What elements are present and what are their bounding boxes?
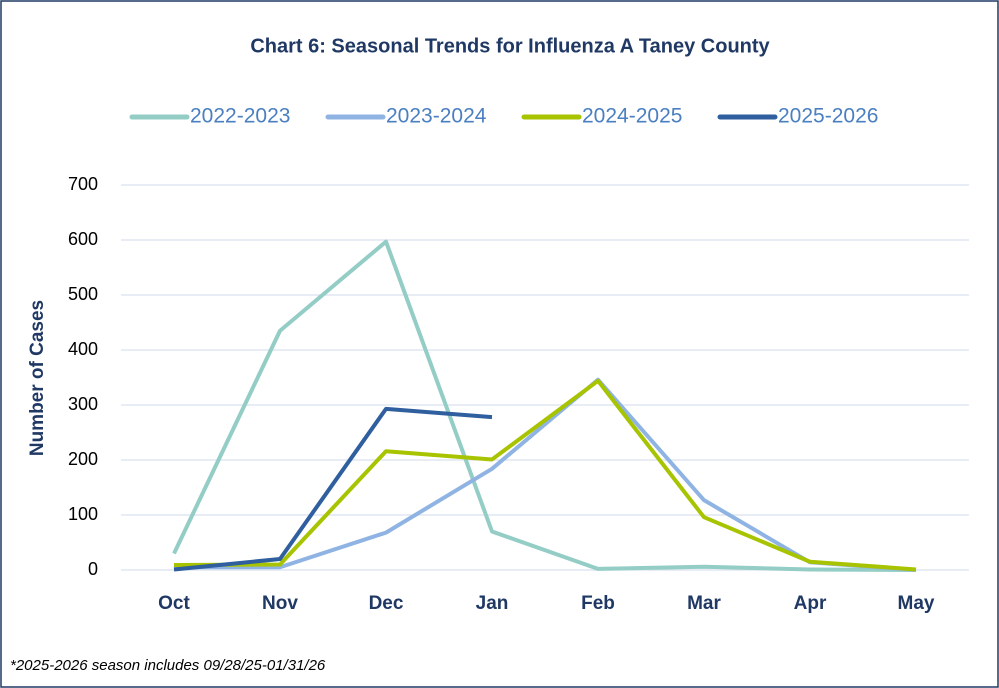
y-axis-label: Number of Cases [27,300,48,456]
y-tick-label: 500 [68,284,98,304]
legend-label: 2022-2023 [190,105,290,128]
y-tick-label: 200 [68,449,98,469]
y-tick-label: 100 [68,504,98,524]
series-line [173,406,493,572]
legend-label: 2024-2025 [582,105,682,128]
footnote: *2025-2026 season includes 09/28/25-01/3… [10,657,326,674]
series-line [172,239,917,572]
y-tick-label: 700 [68,174,98,194]
x-tick-label: Oct [158,593,190,614]
x-tick-label: Dec [369,593,404,614]
legend-label: 2025-2026 [778,105,878,128]
y-tick-label: 300 [68,394,98,414]
x-tick-label: May [898,593,935,614]
x-tick-label: Nov [262,593,298,614]
x-tick-label: Mar [687,593,721,614]
y-tick-label: 600 [68,229,98,249]
chart-title: Chart 6: Seasonal Trends for Influenza A… [250,35,770,57]
legend-label: 2023-2024 [386,105,487,128]
y-tick-label: 0 [88,559,98,579]
x-tick-label: Jan [476,593,509,614]
y-tick-label: 400 [68,339,98,359]
x-tick-label: Apr [794,593,827,614]
x-tick-label: Feb [581,593,615,614]
series-line [173,378,917,572]
series-line [174,377,917,572]
